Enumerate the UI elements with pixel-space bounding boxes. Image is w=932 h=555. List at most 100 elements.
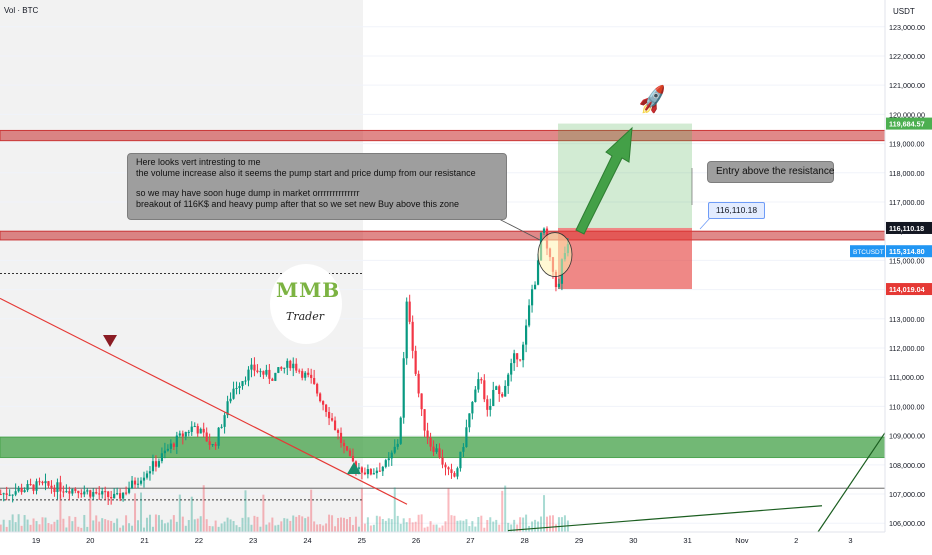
volume-bar bbox=[163, 523, 166, 532]
candle-body bbox=[199, 428, 202, 434]
logo-word: Trader bbox=[286, 310, 324, 323]
volume-bar bbox=[220, 523, 223, 532]
volume-bar bbox=[462, 520, 465, 532]
candle-body bbox=[330, 418, 334, 421]
volume-bar bbox=[160, 519, 163, 532]
price-axis[interactable]: 106,000.00 107,000.00 108,000.00 109,000.00… bbox=[884, 0, 932, 550]
price-tick-label: 117,000.00 bbox=[889, 198, 924, 207]
volume-bar bbox=[44, 517, 47, 532]
candle-body bbox=[360, 467, 364, 473]
volume-bar bbox=[190, 496, 193, 532]
volume-bar bbox=[498, 524, 501, 532]
volume-bar bbox=[429, 521, 432, 532]
time-tick-label: 28 bbox=[521, 536, 529, 545]
price-tick-label: 110,000.00 bbox=[889, 402, 924, 411]
volume-bar bbox=[313, 521, 316, 532]
candle-body bbox=[83, 491, 86, 495]
candle-body bbox=[495, 386, 498, 390]
price-tick-label: 122,000.00 bbox=[889, 52, 925, 61]
volume-bar bbox=[142, 527, 145, 532]
volume-bar bbox=[71, 521, 74, 532]
candle-body bbox=[11, 494, 14, 496]
volume-bar bbox=[354, 516, 357, 532]
candle-body bbox=[339, 432, 343, 443]
volume-bar bbox=[495, 519, 498, 532]
volume-bar bbox=[325, 523, 328, 532]
candle-body bbox=[435, 448, 438, 452]
candle-body bbox=[372, 473, 375, 475]
volume-bar bbox=[137, 520, 140, 532]
volume-bar bbox=[74, 516, 77, 532]
drawings bbox=[0, 126, 886, 533]
candle-body bbox=[92, 492, 95, 497]
volume-bar bbox=[351, 525, 354, 532]
candle-body bbox=[104, 491, 107, 493]
candle-body bbox=[47, 481, 50, 486]
candle-body bbox=[393, 446, 396, 453]
volume-bar bbox=[113, 522, 116, 532]
arrow-down-icon bbox=[103, 335, 117, 347]
candle-body bbox=[510, 363, 513, 375]
volume-bar bbox=[465, 519, 468, 532]
candle-body bbox=[229, 398, 232, 402]
volume-bar bbox=[17, 514, 20, 532]
candle-body bbox=[277, 367, 280, 373]
volume-bar bbox=[274, 525, 277, 532]
volume-bar bbox=[101, 518, 104, 532]
candle-body bbox=[462, 446, 465, 452]
candle-body bbox=[59, 482, 62, 492]
volume-bar bbox=[148, 514, 151, 532]
volume-bar bbox=[110, 520, 113, 532]
volume-bar bbox=[41, 517, 44, 532]
entry-note[interactable]: Entry above the resistance bbox=[707, 161, 834, 183]
volume-bar bbox=[77, 526, 80, 532]
candle-body bbox=[492, 389, 495, 406]
time-tick-label: 31 bbox=[683, 536, 691, 545]
volume-bar bbox=[229, 519, 232, 532]
candle-body bbox=[190, 426, 193, 432]
candle-body bbox=[402, 358, 405, 418]
volume-bar bbox=[405, 522, 408, 532]
volume-bar bbox=[435, 524, 438, 532]
volume-bar bbox=[23, 515, 26, 532]
volume-bar bbox=[411, 522, 414, 532]
volume-bar bbox=[456, 520, 459, 532]
candle-body bbox=[438, 448, 441, 458]
volume-bar bbox=[357, 526, 360, 532]
candle-body bbox=[408, 301, 411, 322]
analysis-note[interactable]: Here looks vert intresting to me the vol… bbox=[127, 153, 507, 220]
volume-bar bbox=[271, 517, 274, 532]
candle-body bbox=[8, 494, 11, 496]
volume-bar bbox=[226, 517, 229, 532]
volume-bar bbox=[131, 525, 134, 532]
volume-bar bbox=[193, 519, 196, 532]
candle-body bbox=[483, 380, 486, 400]
volume-bar bbox=[238, 527, 241, 532]
price-callout[interactable]: 116,110.18 bbox=[708, 202, 765, 219]
time-tick-label: 22 bbox=[195, 536, 203, 545]
volume-bar bbox=[378, 516, 381, 532]
time-tick-label: 27 bbox=[466, 536, 474, 545]
volume-bar bbox=[104, 519, 107, 532]
candle-body bbox=[169, 443, 172, 449]
volume-bar bbox=[366, 517, 369, 532]
candle-body bbox=[289, 360, 292, 369]
candle-body bbox=[414, 350, 417, 374]
candle-body bbox=[554, 271, 558, 288]
time-tick-label: Nov bbox=[735, 536, 749, 545]
volume-bar bbox=[26, 519, 29, 532]
price-label-bg bbox=[886, 117, 932, 130]
volume-bar bbox=[235, 525, 238, 532]
candle-body bbox=[157, 461, 161, 467]
candle-body bbox=[145, 473, 149, 478]
currency-label[interactable]: USDT bbox=[893, 7, 915, 16]
time-axis[interactable]: 19 20 21 22 23 24 25 26 27 28 29 30 31 Nov 2 3 bbox=[0, 531, 885, 550]
logo-letters: MMB bbox=[276, 278, 341, 302]
candle-body bbox=[217, 427, 220, 446]
candle-body bbox=[387, 458, 390, 461]
volume-bar bbox=[62, 518, 65, 532]
volume-bar bbox=[516, 524, 519, 532]
callout-pointer bbox=[699, 217, 711, 230]
